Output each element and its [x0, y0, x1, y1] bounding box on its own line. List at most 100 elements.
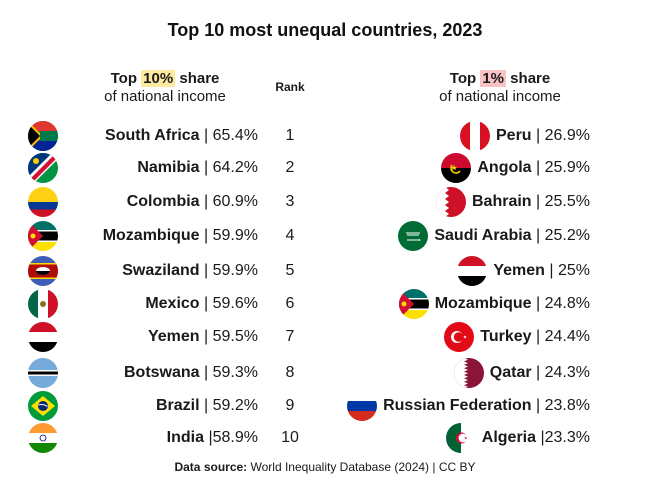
rank-number: 6: [285, 295, 295, 312]
rank-number: 9: [285, 397, 295, 414]
top10-row: Colombia | 60.9%: [28, 186, 258, 218]
share-value: | 59.5%: [204, 328, 258, 345]
rank-number: 8: [285, 364, 295, 381]
country-name: Colombia: [126, 193, 200, 210]
rank-number: 4: [285, 227, 295, 244]
top1-row: Algeria |23.3%: [325, 422, 590, 454]
yemen-flag-icon: [457, 256, 488, 286]
brazil-flag-icon: [28, 391, 58, 421]
mozambique-flag-icon: [28, 221, 58, 251]
country-name: Qatar: [489, 364, 532, 381]
country-name: Mozambique: [102, 227, 200, 244]
swaziland-flag-icon: [28, 256, 58, 286]
data-source-text: World Inequality Database (2024) | CC BY: [247, 460, 476, 474]
top10-entry: South Africa | 65.4%: [105, 127, 258, 145]
top1-entry: Russian Federation | 23.8%: [347, 391, 590, 421]
top1-row: Saudi Arabia | 25.2%: [325, 220, 590, 252]
share-value: | 64.2%: [204, 159, 258, 176]
rank-number: 7: [285, 328, 295, 345]
right-header-subtitle: of national income: [439, 88, 561, 105]
top1-row: Angola | 25.9%: [325, 152, 590, 184]
share-value: | 59.9%: [204, 227, 258, 244]
top10-entry: Yemen | 59.5%: [148, 328, 258, 346]
top10-row: Botswana | 59.3%: [28, 357, 258, 389]
top10-entry: Mexico | 59.6%: [145, 295, 258, 313]
share-value: | 59.9%: [204, 262, 258, 279]
left-header-subtitle: of national income: [104, 88, 226, 105]
country-name: Swaziland: [122, 262, 200, 279]
share-value: | 26.9%: [536, 127, 590, 144]
top1-row: Mozambique | 24.8%: [325, 288, 590, 320]
country-name: India: [166, 429, 205, 446]
top1-entry: Yemen | 25%: [457, 256, 590, 286]
namibia-flag-icon: [28, 153, 58, 183]
share-value: | 25.5%: [536, 193, 590, 210]
bahrain-flag-icon: [436, 187, 466, 217]
colombia-flag-icon: [28, 187, 58, 217]
top1-entry: Bahrain | 25.5%: [436, 187, 590, 217]
share-value: |23.3%: [540, 429, 590, 446]
top1-row: Turkey | 24.4%: [325, 321, 590, 353]
right-header-prefix: Top: [449, 70, 481, 87]
mexico-flag-icon: [28, 289, 58, 319]
country-name: Angola: [477, 159, 532, 176]
top10-entry: Namibia | 64.2%: [137, 159, 258, 177]
country-name: South Africa: [105, 127, 200, 144]
country-name: Yemen: [147, 328, 200, 345]
top10-row: Mozambique | 59.9%: [28, 220, 258, 252]
top10-row: Namibia | 64.2%: [28, 152, 258, 184]
turkey-flag-icon: [444, 322, 475, 352]
share-value: | 59.2%: [204, 397, 258, 414]
yemen-flag-icon: [28, 322, 58, 352]
top1-row: Peru | 26.9%: [325, 120, 590, 152]
top10-entry: Brazil | 59.2%: [156, 397, 258, 415]
data-source-label: Data source:: [174, 460, 248, 474]
peru-flag-icon: [460, 121, 490, 151]
share-value: | 25%: [549, 262, 590, 279]
top1-entry: Qatar | 24.3%: [453, 358, 590, 388]
rank-number: 5: [285, 262, 295, 279]
algeria-flag-icon: [445, 423, 476, 453]
country-name: Namibia: [137, 159, 200, 176]
country-name: Algeria: [481, 429, 537, 446]
country-name: Saudi Arabia: [434, 227, 532, 244]
right-header-suffix: share: [506, 70, 551, 87]
right-column-header: Top 1% share of national income: [415, 70, 585, 106]
top10-entry: India |58.9%: [167, 429, 258, 447]
data-source-note: Data source: World Inequality Database (…: [0, 460, 650, 474]
share-value: |58.9%: [208, 429, 258, 446]
top10-row: Yemen | 59.5%: [28, 321, 258, 353]
share-value: | 59.6%: [204, 295, 258, 312]
country-name: Yemen: [493, 262, 545, 279]
share-value: | 65.4%: [204, 127, 258, 144]
south-africa-flag-icon: [28, 121, 58, 151]
country-name: Botswana: [124, 364, 200, 381]
top1-entry: Mozambique | 24.8%: [398, 289, 590, 319]
top1-row: Qatar | 24.3%: [325, 357, 590, 389]
top10-row: South Africa | 65.4%: [28, 120, 258, 152]
country-name: Peru: [496, 127, 532, 144]
top10-row: Swaziland | 59.9%: [28, 255, 258, 287]
top1-entry: Angola | 25.9%: [441, 153, 590, 183]
top10-entry: Swaziland | 59.9%: [122, 262, 258, 280]
top10-row: Brazil | 59.2%: [28, 390, 258, 422]
country-name: Russian Federation: [383, 397, 532, 414]
left-header-prefix: Top: [110, 70, 142, 87]
top10-entry: Botswana | 59.3%: [124, 364, 258, 382]
share-value: | 60.9%: [204, 193, 258, 210]
rank-number: 1: [285, 127, 295, 144]
chart-title: Top 10 most unequal countries, 2023: [167, 20, 483, 40]
share-value: | 23.8%: [536, 397, 590, 414]
top1-entry: Turkey | 24.4%: [444, 322, 590, 352]
top1-entry: Peru | 26.9%: [460, 121, 590, 151]
rank-number: 10: [281, 429, 299, 446]
rank-number: 3: [285, 193, 295, 210]
share-value: | 25.2%: [536, 227, 590, 244]
top1-row: Bahrain | 25.5%: [325, 186, 590, 218]
top10-row: India |58.9%: [28, 422, 258, 454]
country-name: Mexico: [145, 295, 200, 312]
saudi-arabia-flag-icon: [398, 221, 429, 251]
russia-flag-icon: [347, 391, 378, 421]
country-name: Bahrain: [472, 193, 532, 210]
rank-header: Rank: [275, 80, 305, 94]
